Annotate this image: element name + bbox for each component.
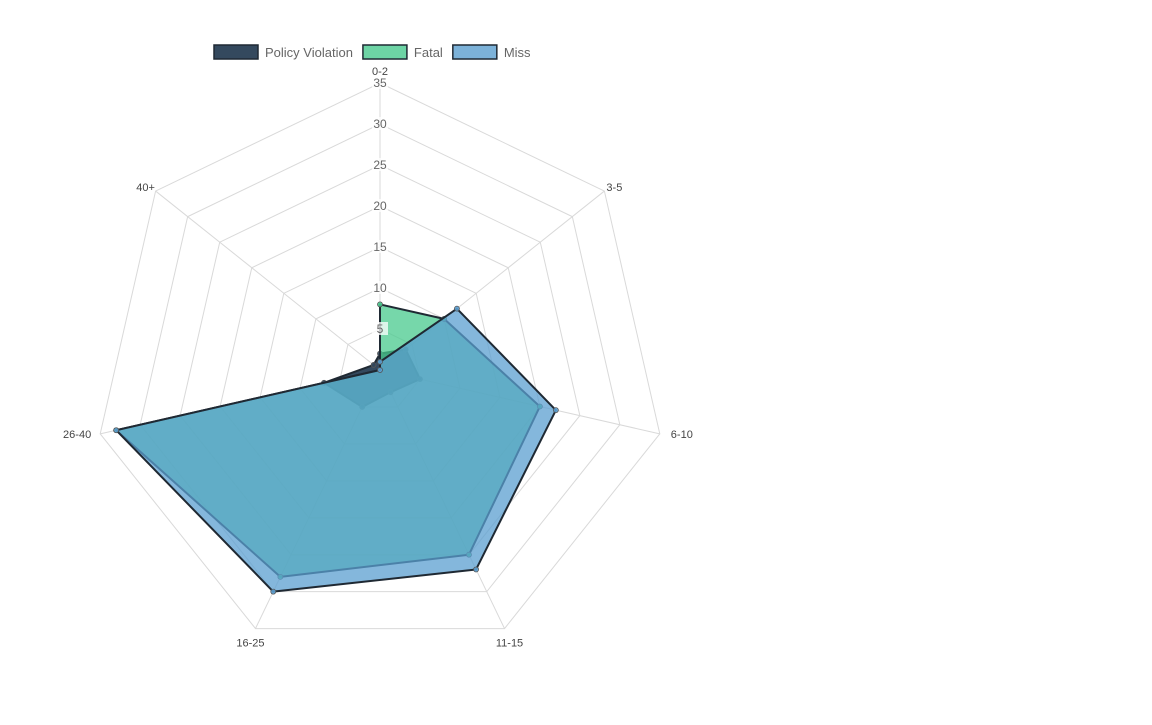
- tick-label-backdrop: [372, 240, 388, 253]
- data-point: [377, 358, 383, 365]
- tick-label: 15: [373, 240, 387, 254]
- legend-swatch: [362, 44, 408, 60]
- data-point: [552, 407, 559, 414]
- data-point: [377, 367, 383, 373]
- tick-label-backdrop: [372, 281, 388, 294]
- legend-label: Policy Violation: [265, 45, 353, 60]
- axis-label-40+: 40+: [136, 182, 155, 194]
- tick-label-backdrop: [372, 322, 388, 335]
- series-layer: [113, 301, 559, 595]
- axis-label-16-25: 16-25: [236, 638, 264, 650]
- data-point: [370, 361, 377, 368]
- tick-label: 20: [373, 199, 387, 213]
- tick-label: 35: [373, 76, 387, 90]
- legend-label: Fatal: [414, 45, 443, 60]
- data-point: [377, 301, 383, 308]
- tick-label-backdrop: [372, 76, 388, 89]
- legend-item-miss[interactable]: Miss: [452, 44, 531, 60]
- radial-ticks: 5 10 15 20 25 30 35: [372, 76, 388, 336]
- tick-label: 10: [373, 281, 387, 295]
- tick-label: 5: [377, 322, 384, 336]
- data-point: [454, 305, 460, 312]
- grid-ring: [99, 82, 661, 630]
- legend-swatch: [452, 44, 498, 60]
- axis-label-26-40: 26-40: [63, 429, 91, 441]
- tick-label: 25: [373, 158, 387, 172]
- axis-labels: 0-2 3-5 6-10 11-15 16-25 26-40 40+: [63, 66, 693, 650]
- grid-spoke: [155, 190, 381, 371]
- legend-swatch: [213, 44, 259, 60]
- tick-label-backdrop: [372, 158, 388, 171]
- tick-label: 30: [373, 117, 387, 131]
- legend-item-policy-violation[interactable]: Policy Violation: [213, 44, 353, 60]
- tick-label-backdrop: [372, 199, 388, 212]
- legend: Policy Violation Fatal Miss: [213, 44, 531, 60]
- axis-label-11-15: 11-15: [496, 638, 523, 650]
- grid-ring: [139, 123, 621, 593]
- data-point: [473, 566, 479, 573]
- series-area-miss: [115, 307, 557, 593]
- data-point: [113, 427, 120, 434]
- tick-label-backdrop: [372, 117, 388, 130]
- axis-label-6-10: 6-10: [671, 429, 693, 441]
- legend-label: Miss: [504, 45, 531, 60]
- axis-label-0-2: 0-2: [372, 66, 388, 78]
- data-point: [270, 588, 277, 595]
- axis-label-3-5: 3-5: [606, 182, 622, 194]
- legend-item-fatal[interactable]: Fatal: [362, 44, 443, 60]
